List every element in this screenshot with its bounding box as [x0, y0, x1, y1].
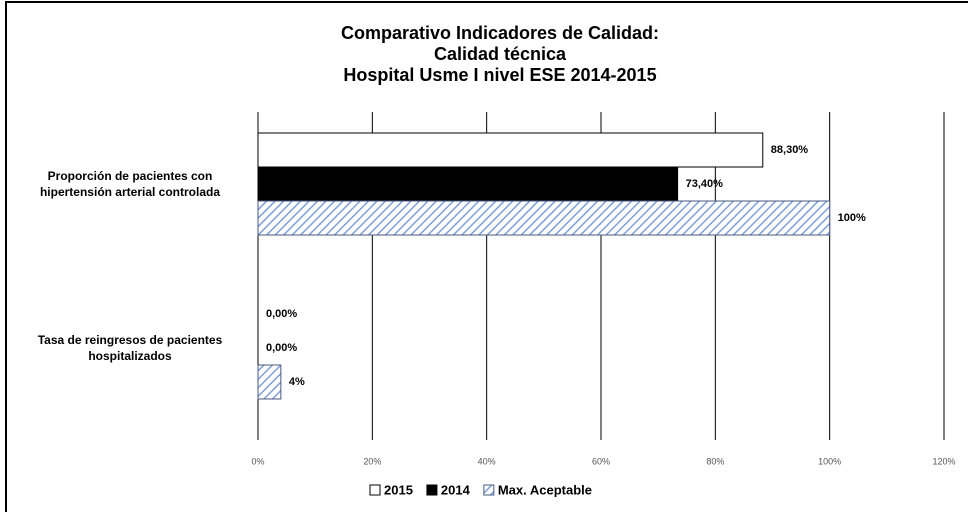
- x-tick-label: 20%: [363, 456, 381, 466]
- x-tick-label: 120%: [932, 456, 955, 466]
- data-label: 0,00%: [266, 342, 297, 354]
- data-label: 100%: [838, 212, 866, 224]
- data-label: 73,40%: [686, 178, 724, 190]
- legend-swatch: [483, 484, 495, 496]
- bar: [257, 132, 764, 168]
- chart-title: Hospital Usme I nivel ESE 2014-2015: [343, 65, 656, 85]
- bar: [257, 364, 282, 400]
- chart-title: Comparativo Indicadores de Calidad:: [341, 23, 659, 43]
- y-tick-label: Tasa de reingresos de pacientes hospital…: [37, 333, 223, 363]
- x-tick-label: 40%: [478, 456, 496, 466]
- data-label: 4%: [289, 376, 305, 388]
- legend-swatch: [426, 484, 438, 496]
- x-tick-label: 100%: [818, 456, 841, 466]
- x-tick-label: 60%: [592, 456, 610, 466]
- data-label: 88,30%: [771, 144, 809, 156]
- chart-title: Calidad técnica: [434, 44, 567, 64]
- data-label: 0,00%: [266, 308, 297, 320]
- x-tick-label: 0%: [251, 456, 264, 466]
- y-tick-label: Proporción de pacientes con hipertensión…: [39, 169, 221, 199]
- x-tick-label: 80%: [706, 456, 724, 466]
- legend-label: 2015: [384, 482, 413, 497]
- bar: [257, 200, 831, 236]
- frame: [5, 1, 968, 512]
- bar: [257, 166, 679, 202]
- legend-swatch: [369, 484, 381, 496]
- legend-label: Max. Aceptable: [498, 482, 592, 497]
- legend-label: 2014: [441, 482, 471, 497]
